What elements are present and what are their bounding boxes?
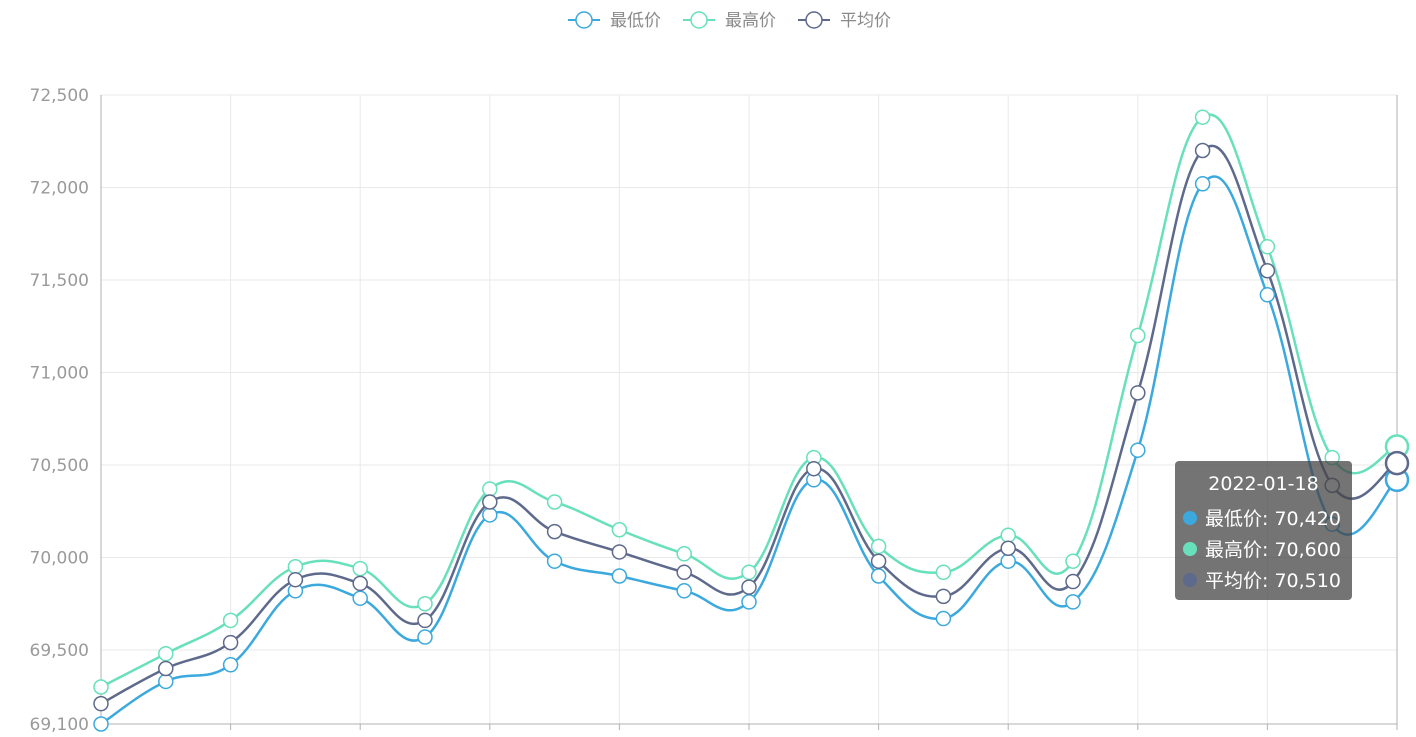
legend-marker — [805, 11, 823, 29]
data-point — [417, 629, 433, 645]
data-points — [93, 109, 1410, 732]
data-point — [417, 612, 433, 629]
data-point — [1000, 527, 1016, 544]
data-point — [741, 594, 757, 610]
legend-marker — [690, 11, 708, 29]
data-point — [611, 544, 628, 560]
data-point — [741, 579, 757, 595]
legend: 最低价 最高价 平均价 — [568, 11, 891, 31]
data-point — [1384, 450, 1410, 476]
data-point — [1259, 287, 1276, 303]
data-point — [676, 583, 692, 599]
legend-item-0: 最低价 — [568, 11, 661, 31]
legend-label: 最低价 — [610, 11, 661, 31]
tooltip-label-low: 最低价: 70,420 — [1205, 508, 1341, 530]
data-point — [158, 660, 174, 677]
data-point — [546, 494, 563, 510]
data-point — [935, 564, 952, 581]
legend-label: 最高价 — [725, 11, 776, 31]
legend-label: 平均价 — [840, 11, 891, 31]
data-point — [741, 564, 757, 581]
data-point — [222, 612, 239, 629]
y-tick-label: 72,500 — [30, 86, 89, 106]
tooltip-row-low: 最低价: 70,420 — [1183, 502, 1344, 533]
data-point — [482, 494, 498, 510]
legend-item-2: 平均价 — [798, 11, 891, 31]
data-point — [676, 564, 692, 581]
data-point — [93, 679, 109, 695]
data-point — [158, 645, 174, 662]
data-point — [352, 575, 368, 592]
data-point — [93, 695, 109, 712]
tooltip-dot-low — [1183, 510, 1197, 525]
data-point — [935, 610, 952, 627]
data-point — [870, 568, 887, 584]
data-point — [611, 568, 628, 584]
data-point — [417, 596, 433, 612]
data-point — [93, 716, 109, 732]
data-point — [546, 523, 563, 540]
data-point — [611, 522, 628, 538]
data-point — [1130, 327, 1146, 344]
y-tick-label: 71,000 — [30, 364, 89, 384]
legend-marker — [575, 11, 593, 29]
data-point — [806, 460, 822, 477]
data-point — [352, 560, 368, 577]
data-point — [870, 553, 887, 569]
y-tick-label: 69,100 — [30, 715, 89, 735]
data-point — [676, 546, 692, 562]
data-point — [1194, 109, 1211, 125]
tooltip-date: 2022-01-18 — [1208, 473, 1319, 495]
data-point — [1065, 594, 1081, 610]
chart-tooltip: 2022-01-18 最低价: 70,420 最高价: 70,600 平均价: … — [1175, 461, 1352, 600]
data-point — [222, 657, 239, 673]
y-tick-label: 72,000 — [30, 179, 89, 199]
data-point — [1000, 540, 1016, 556]
data-point — [1130, 442, 1146, 458]
y-tick-label: 71,500 — [30, 271, 89, 291]
data-point — [870, 538, 887, 555]
tooltip-row-high: 最高价: 70,600 — [1183, 533, 1344, 564]
data-point — [287, 571, 304, 588]
data-point — [482, 481, 498, 497]
data-point — [1194, 142, 1211, 159]
y-tick-label: 70,000 — [30, 549, 89, 569]
data-point — [1065, 553, 1081, 569]
data-point — [1259, 238, 1276, 255]
tooltip-dot-avg — [1183, 572, 1197, 587]
legend-item-1: 最高价 — [683, 11, 776, 31]
tooltip-label-high: 最高价: 70,600 — [1205, 539, 1341, 561]
axes: 72,500 72,000 71,500 71,000 70,500 70,000 69,5… — [30, 86, 1398, 735]
tooltip-row-avg: 平均价: 70,510 — [1183, 564, 1344, 595]
data-point — [1259, 263, 1276, 279]
data-point — [1000, 553, 1016, 569]
data-point — [1194, 176, 1211, 192]
y-tick-label: 69,500 — [30, 641, 89, 661]
data-point — [352, 590, 368, 606]
data-point — [158, 673, 174, 690]
data-point — [1065, 573, 1081, 590]
data-point — [935, 588, 952, 605]
data-point — [546, 553, 563, 569]
data-point — [1130, 385, 1146, 401]
grid — [101, 94, 1398, 724]
y-tick-label: 70,500 — [30, 456, 89, 476]
data-point — [222, 634, 239, 651]
data-point — [287, 559, 304, 575]
tooltip-dot-high — [1183, 541, 1197, 556]
tooltip-label-avg: 平均价: 70,510 — [1205, 570, 1341, 592]
data-point — [482, 507, 498, 523]
